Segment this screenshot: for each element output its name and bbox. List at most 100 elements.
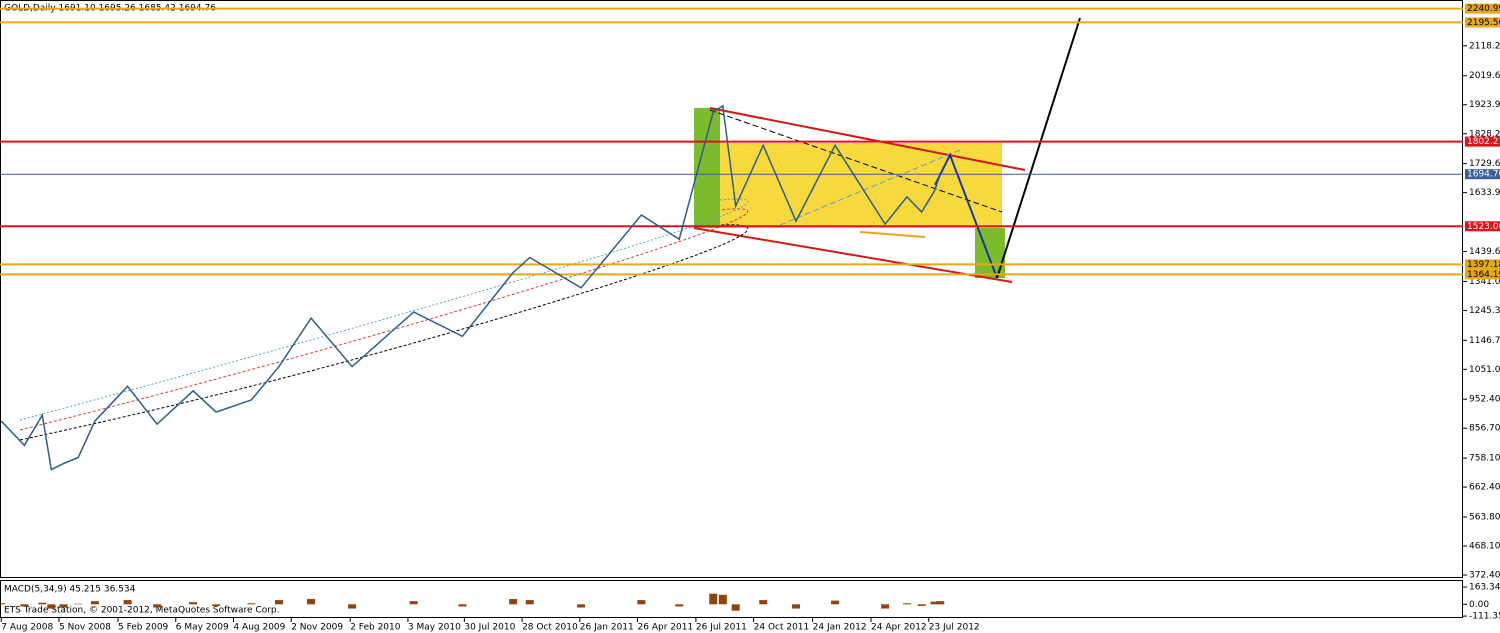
x-tick-label: 23 Jul 2012 [929,623,980,633]
level-label-box [1465,221,1500,232]
y-tick-label: 1633.90 [1469,188,1500,198]
y-tick-label: 2019.60 [1469,71,1500,81]
macd-title: MACD(5,34,9) 45.215 36.534 [4,585,136,595]
macd-bar [59,604,68,608]
macd-bar [247,603,256,605]
x-tick-label: 2 Feb 2010 [350,623,401,633]
y-tick-label: 372.40 [1469,570,1500,580]
macd-bar [123,600,132,605]
x-tick-label: 28 Oct 2010 [522,623,578,633]
x-tick-label: 4 Aug 2009 [233,623,285,633]
macd-bar [348,604,357,609]
y-tick-label: 952.40 [1469,395,1500,405]
projection [996,17,1081,279]
macd-bar [74,603,83,605]
y-tick-label: 1439.60 [1469,247,1500,257]
macd-bar [525,600,534,605]
main-frame [0,0,1463,578]
x-tick-label: 6 May 2009 [176,623,229,633]
moving-average [19,224,749,441]
y-tick-label: 1923.90 [1469,100,1500,110]
green-box [975,228,1005,278]
level-label: 2240.99 [1467,4,1500,14]
y-tick-label: 1146.70 [1469,336,1500,346]
copyright: ETS Trade Station, © 2001-2012, MetaQuot… [4,606,279,616]
y-tick-label: 563.80 [1469,512,1500,522]
channel-line [709,107,1026,171]
macd-bar [20,604,29,607]
macd-bar [509,599,518,605]
macd-bar [675,604,684,607]
price-line [0,104,942,471]
level-label-box [1465,3,1500,14]
trend-line [859,231,926,238]
macd-bar [936,601,945,605]
y-tick-label: 758.10 [1469,454,1500,464]
macd-bar [881,604,890,609]
x-tick-label: 26 Jan 2011 [580,623,634,633]
level-label: 1397.18 [1467,260,1500,270]
macd-bar [90,601,99,605]
macd-bar [307,599,316,605]
y-tick-label: 1828.20 [1469,129,1500,139]
macd-bar [0,603,6,605]
macd-bar [189,602,198,605]
macd-bar [709,593,718,605]
macd-bar [38,602,47,605]
macd-bar [458,604,467,607]
macd-bar [577,604,586,608]
macd-bar [917,604,926,606]
x-tick-label: 7 Aug 2008 [1,623,53,633]
level-label: 1694.76 [1467,170,1500,180]
moving-average [19,198,749,421]
macd-bar [759,600,768,605]
x-tick-label: 30 Jul 2010 [464,623,515,633]
x-tick-label: 2 Nov 2009 [291,623,343,633]
macd-bar [637,600,646,605]
level-label-box [1465,169,1500,180]
level-label: 2195.56 [1467,18,1500,28]
y-tick-label: 662.40 [1469,483,1500,493]
y-tick-label: 1729.60 [1469,159,1500,169]
x-tick-label: 5 Feb 2009 [118,623,169,633]
level-label: 1802.27 [1467,137,1500,147]
macd-bar [212,604,221,606]
macd-bar [930,601,939,605]
y-tick-label: 1341.00 [1469,277,1500,287]
y-tick-label: 163.345 [1469,583,1500,593]
level-label-box [1465,269,1500,280]
macd-bar [275,600,284,605]
macd-bar [47,604,56,609]
x-tick-label: 5 Nov 2008 [59,623,111,633]
x-tick-label: 24 Oct 2011 [754,623,810,633]
x-tick-label: 24 Jan 2012 [813,623,867,633]
level-label-box [1465,136,1500,147]
level-label: 1523.00 [1467,222,1500,232]
channel-line [693,227,1013,283]
x-tick-label: 26 Apr 2011 [638,623,694,633]
y-tick-label: 2118.20 [1469,41,1500,51]
macd-bar [731,604,740,611]
y-tick-label: 1051.00 [1469,365,1500,375]
trend-line [709,109,1003,213]
y-tick-label: 1245.30 [1469,306,1500,316]
macd-bar [153,604,162,608]
macd-bar [831,600,840,605]
x-tick-label: 3 May 2010 [408,623,461,633]
macd-bar [718,594,727,605]
macd-bar [791,604,800,609]
macd-bar [409,601,418,605]
y-tick-label: -111.35 [1469,612,1500,622]
macd-bar [902,603,911,605]
y-tick-label: 468.10 [1469,541,1500,551]
level-label: 1364.19 [1467,270,1500,280]
level-label-box [1465,17,1500,28]
y-tick-label: 0.00 [1469,600,1489,610]
macd-frame [0,580,1463,618]
moving-average [19,208,749,431]
trend-line [779,149,961,226]
x-tick-label: 26 Jul 2011 [696,623,747,633]
y-tick-label: 856.70 [1469,424,1500,434]
